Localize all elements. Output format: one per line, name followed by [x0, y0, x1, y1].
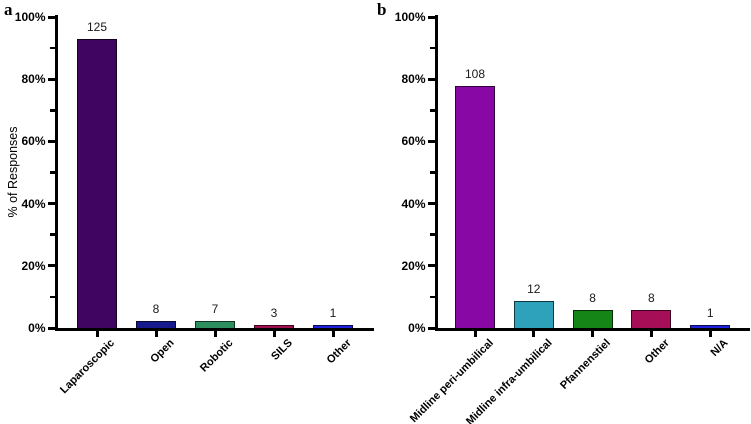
x-tick-other — [649, 331, 653, 337]
y-major-tick — [427, 15, 435, 19]
x-tick-sils — [272, 331, 276, 337]
x-tick-laparoscopic — [95, 331, 99, 337]
x-label-robotic: Robotic — [198, 337, 236, 375]
x-tick-midline-peri-umbilical — [473, 331, 477, 337]
bar-midline-infra-umbilical — [513, 300, 554, 328]
x-label-sils: SILS — [268, 337, 295, 363]
bar-value-midline-infra-umbilical: 12 — [527, 281, 541, 296]
x-label-laparoscopic: Laparoscopic — [58, 337, 118, 397]
bar-other — [313, 324, 353, 328]
x-tick-n-a — [708, 331, 712, 337]
y-tick-label: 20% — [401, 258, 426, 273]
x-label-other: Other — [324, 337, 354, 367]
y-tick-label: 80% — [21, 72, 46, 87]
y-tick-label: 100% — [394, 10, 426, 24]
y-major-tick — [427, 139, 435, 143]
y-minor-tick — [430, 46, 435, 50]
x-tick-midline-infra-umbilical — [532, 331, 536, 337]
y-tick-label: 80% — [401, 72, 426, 87]
bar-open — [136, 321, 176, 328]
bar-value-robotic: 7 — [211, 302, 219, 317]
bar-value-other: 8 — [648, 290, 655, 305]
x-label-open: Open — [148, 337, 177, 366]
y-minor-tick — [430, 109, 435, 112]
y-minor-tick — [50, 46, 55, 50]
x-label-n-a: N/A — [708, 337, 731, 359]
panel-letter-b: b — [377, 0, 387, 19]
bar-value-laparoscopic: 125 — [86, 20, 108, 35]
bar-value-midline-peri-umbilical: 108 — [464, 67, 486, 82]
x-tick-open — [154, 331, 158, 337]
y-axis-title: % of Responses — [6, 126, 20, 218]
x-tick-other — [331, 331, 335, 337]
bar-value-n-a: 1 — [706, 306, 714, 321]
bar-pfannenstiel — [572, 309, 613, 328]
y-tick-label: 0% — [408, 321, 426, 335]
y-major-tick — [47, 202, 55, 206]
y-minor-tick — [50, 295, 55, 299]
y-major-tick — [47, 15, 55, 19]
bar-value-other: 1 — [329, 305, 337, 320]
x-tick-pfannenstiel — [591, 331, 595, 337]
y-tick-label: 60% — [401, 134, 426, 149]
y-minor-tick — [430, 233, 435, 236]
bar-value-pfannenstiel: 8 — [589, 290, 596, 305]
y-major-tick — [427, 77, 435, 81]
y-axis-line — [434, 15, 438, 331]
y-tick-label: 60% — [21, 134, 46, 149]
y-major-tick — [47, 139, 55, 143]
y-tick-label: 40% — [401, 196, 426, 211]
y-tick-label: 40% — [21, 196, 46, 211]
bar-value-sils: 3 — [270, 305, 278, 320]
bar-laparoscopic — [77, 39, 117, 328]
bar-sils — [254, 324, 294, 328]
y-major-tick — [427, 202, 435, 206]
x-label-pfannenstiel: Pfannenstiel — [558, 337, 614, 392]
y-tick-label: 0% — [28, 321, 46, 335]
y-axis-line — [54, 15, 58, 331]
y-major-tick — [47, 326, 55, 330]
x-axis-line — [54, 328, 374, 331]
y-minor-tick — [430, 171, 435, 174]
x-tick-robotic — [213, 331, 217, 337]
x-axis-line — [434, 328, 750, 331]
y-major-tick — [47, 264, 55, 268]
bar-value-open: 8 — [152, 302, 160, 317]
x-label-other: Other — [642, 337, 672, 367]
y-minor-tick — [50, 109, 55, 112]
panel-letter-a: a — [4, 0, 13, 19]
bar-midline-peri-umbilical — [455, 86, 495, 328]
y-major-tick — [427, 264, 435, 268]
y-minor-tick — [50, 233, 55, 236]
bar-other — [631, 309, 672, 328]
y-tick-label: 100% — [14, 10, 46, 24]
bar-n-a — [690, 325, 731, 328]
bar-robotic — [195, 321, 235, 328]
y-minor-tick — [430, 295, 435, 299]
y-major-tick — [47, 77, 55, 81]
y-minor-tick — [50, 171, 55, 174]
y-major-tick — [427, 326, 435, 330]
y-tick-label: 20% — [21, 258, 46, 273]
